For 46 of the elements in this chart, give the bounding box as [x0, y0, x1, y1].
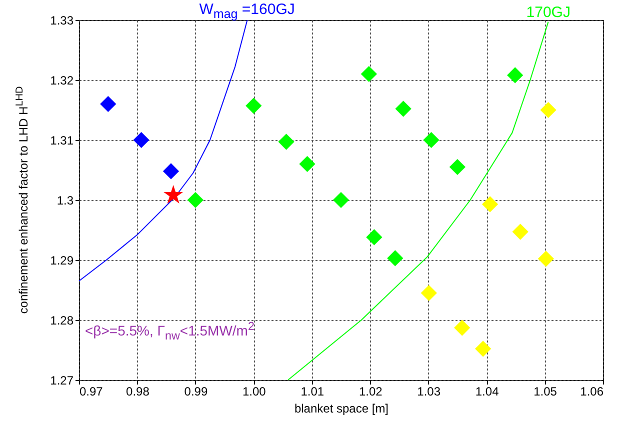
- x-axis-title: blanket space [m]: [294, 402, 389, 416]
- point: [482, 196, 498, 212]
- point: [366, 229, 382, 246]
- point: [423, 132, 440, 148]
- point: [475, 340, 492, 357]
- x-tick-label: 1.02: [358, 384, 383, 398]
- point: [332, 192, 350, 208]
- point: [164, 184, 184, 204]
- x-tick-label: 1.04: [475, 384, 500, 398]
- point: [187, 192, 204, 208]
- point: [449, 158, 466, 176]
- y-tick-label: 1.29: [50, 254, 74, 268]
- series-label: 170GJ: [526, 4, 570, 21]
- x-tick-label: 0.97: [80, 384, 104, 398]
- x-tick-label: 0.99: [184, 384, 208, 398]
- y-tick-label: 1.27: [50, 374, 74, 388]
- series-label: W$_{mag}$ =160GJ: [199, 1, 295, 21]
- annotation: <β>=5.5%, Γ$_{nw}$<1.5MW/m$^{2}$: [85, 320, 254, 342]
- y-tick-label: 1.32: [50, 74, 74, 88]
- line-series: [288, 21, 549, 380]
- point: [507, 67, 524, 84]
- point: [278, 134, 294, 150]
- x-tick-label: 1.01: [300, 384, 324, 398]
- x-tick-label: 1.03: [417, 384, 441, 398]
- y-tick-label: 1.3: [56, 194, 74, 208]
- point: [133, 132, 150, 148]
- point: [246, 98, 262, 114]
- y-tick-label: 1.31: [50, 134, 74, 148]
- point: [454, 320, 470, 336]
- line-series: [78, 20, 248, 282]
- point: [512, 224, 528, 240]
- point: [395, 100, 412, 117]
- point: [420, 284, 437, 302]
- point: [100, 96, 116, 112]
- x-tick-label: 1.06: [580, 384, 604, 398]
- y-tick-label: 1.33: [50, 14, 74, 28]
- x-tick-label: 1.05: [534, 384, 558, 398]
- point: [162, 163, 180, 180]
- point: [360, 66, 378, 82]
- point: [299, 156, 316, 172]
- point: [387, 250, 404, 266]
- y-tick-label: 1.28: [50, 314, 74, 328]
- point: [540, 102, 556, 118]
- x-tick-label: 0.98: [126, 384, 150, 398]
- point: [538, 250, 554, 267]
- x-tick-label: 1.00: [242, 384, 266, 398]
